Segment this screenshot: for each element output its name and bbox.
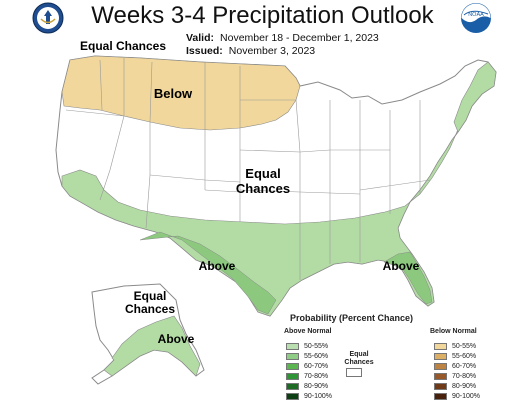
label-central-equal-chances: Equal Chances xyxy=(235,166,291,196)
above-normal-northeast xyxy=(453,61,497,133)
legend-above-swatch xyxy=(286,362,299,370)
legend-above-swatch xyxy=(286,342,299,350)
legend-below-swatch xyxy=(434,362,447,370)
legend-below-row: 90-100% xyxy=(434,392,480,400)
legend-below-swatch xyxy=(434,372,447,380)
legend-below-label: 90-100% xyxy=(452,392,481,400)
legend-below-row: 80-90% xyxy=(434,382,476,390)
legend-below-label: 80-90% xyxy=(452,382,477,390)
legend-above-label: 60-70% xyxy=(304,362,329,370)
valid-value: November 18 - December 1, 2023 xyxy=(220,32,379,44)
above-55-60-southeast xyxy=(383,251,433,305)
legend-below-label: 55-60% xyxy=(452,352,477,360)
label-below: Below xyxy=(153,86,193,101)
legend-above-swatch xyxy=(286,372,299,380)
legend-below-label: 50-55% xyxy=(452,342,477,350)
legend-above-header: Above Normal xyxy=(284,328,332,335)
label-above-southeast: Above xyxy=(382,259,420,273)
noaa-logo-text: NOAA xyxy=(468,12,484,18)
valid-dates: Valid: November 18 - December 1, 2023 xyxy=(186,32,379,44)
doc-seal-icon xyxy=(32,2,64,34)
legend-below-row: 50-55% xyxy=(434,342,476,350)
legend-below-swatch xyxy=(434,382,447,390)
legend-above-label: 80-90% xyxy=(304,382,329,390)
legend-below-swatch xyxy=(434,342,447,350)
legend-below-swatch xyxy=(434,392,447,400)
legend-above-row: 60-70% xyxy=(286,362,328,370)
legend-equal-chances-label: Equal Chances xyxy=(344,351,374,366)
legend-below-row: 55-60% xyxy=(434,352,476,360)
legend-above-label: 90-100% xyxy=(304,392,333,400)
alaska-above-region xyxy=(103,315,201,377)
legend-above-swatch xyxy=(286,392,299,400)
label-alaska-equal-chances: Equal Chances xyxy=(124,289,176,316)
legend-above-row: 70-80% xyxy=(286,372,328,380)
legend-above-swatch xyxy=(286,352,299,360)
label-above-south: Above xyxy=(198,259,236,273)
legend-above-row: 80-90% xyxy=(286,382,328,390)
valid-label: Valid: xyxy=(186,32,215,44)
legend-below-header: Below Normal xyxy=(430,328,477,335)
legend-above-label: 70-80% xyxy=(304,372,329,380)
legend-title: Probability (Percent Chance) xyxy=(290,313,414,323)
legend-above-label: 55-60% xyxy=(304,352,329,360)
issued-date: Issued: November 3, 2023 xyxy=(186,45,315,57)
legend-above-swatch xyxy=(286,382,299,390)
legend-above-row: 55-60% xyxy=(286,352,328,360)
noaa-logo-icon: NOAA xyxy=(461,3,491,33)
legend-below-row: 70-80% xyxy=(434,372,476,380)
legend-above-row: 50-55% xyxy=(286,342,328,350)
legend-above-row: 90-100% xyxy=(286,392,332,400)
legend-below-row: 60-70% xyxy=(434,362,476,370)
legend-equal-chances-swatch xyxy=(346,368,362,377)
label-nw-equal-chances: Equal Chances xyxy=(80,39,167,53)
legend-above-label: 50-55% xyxy=(304,342,329,350)
legend-below-label: 70-80% xyxy=(452,372,477,380)
probability-legend: Probability (Percent Chance) Above Norma… xyxy=(282,313,522,403)
page-title: Weeks 3-4 Precipitation Outlook xyxy=(91,2,434,29)
below-normal-region xyxy=(61,55,301,131)
issued-value: November 3, 2023 xyxy=(228,45,316,57)
above-55-60-gulf xyxy=(139,231,277,315)
legend-below-swatch xyxy=(434,352,447,360)
legend-below-label: 60-70% xyxy=(452,362,477,370)
label-alaska-above: Above xyxy=(157,332,195,346)
issued-label: Issued: xyxy=(186,45,223,57)
state-borders xyxy=(65,58,431,280)
above-normal-region xyxy=(61,77,495,317)
